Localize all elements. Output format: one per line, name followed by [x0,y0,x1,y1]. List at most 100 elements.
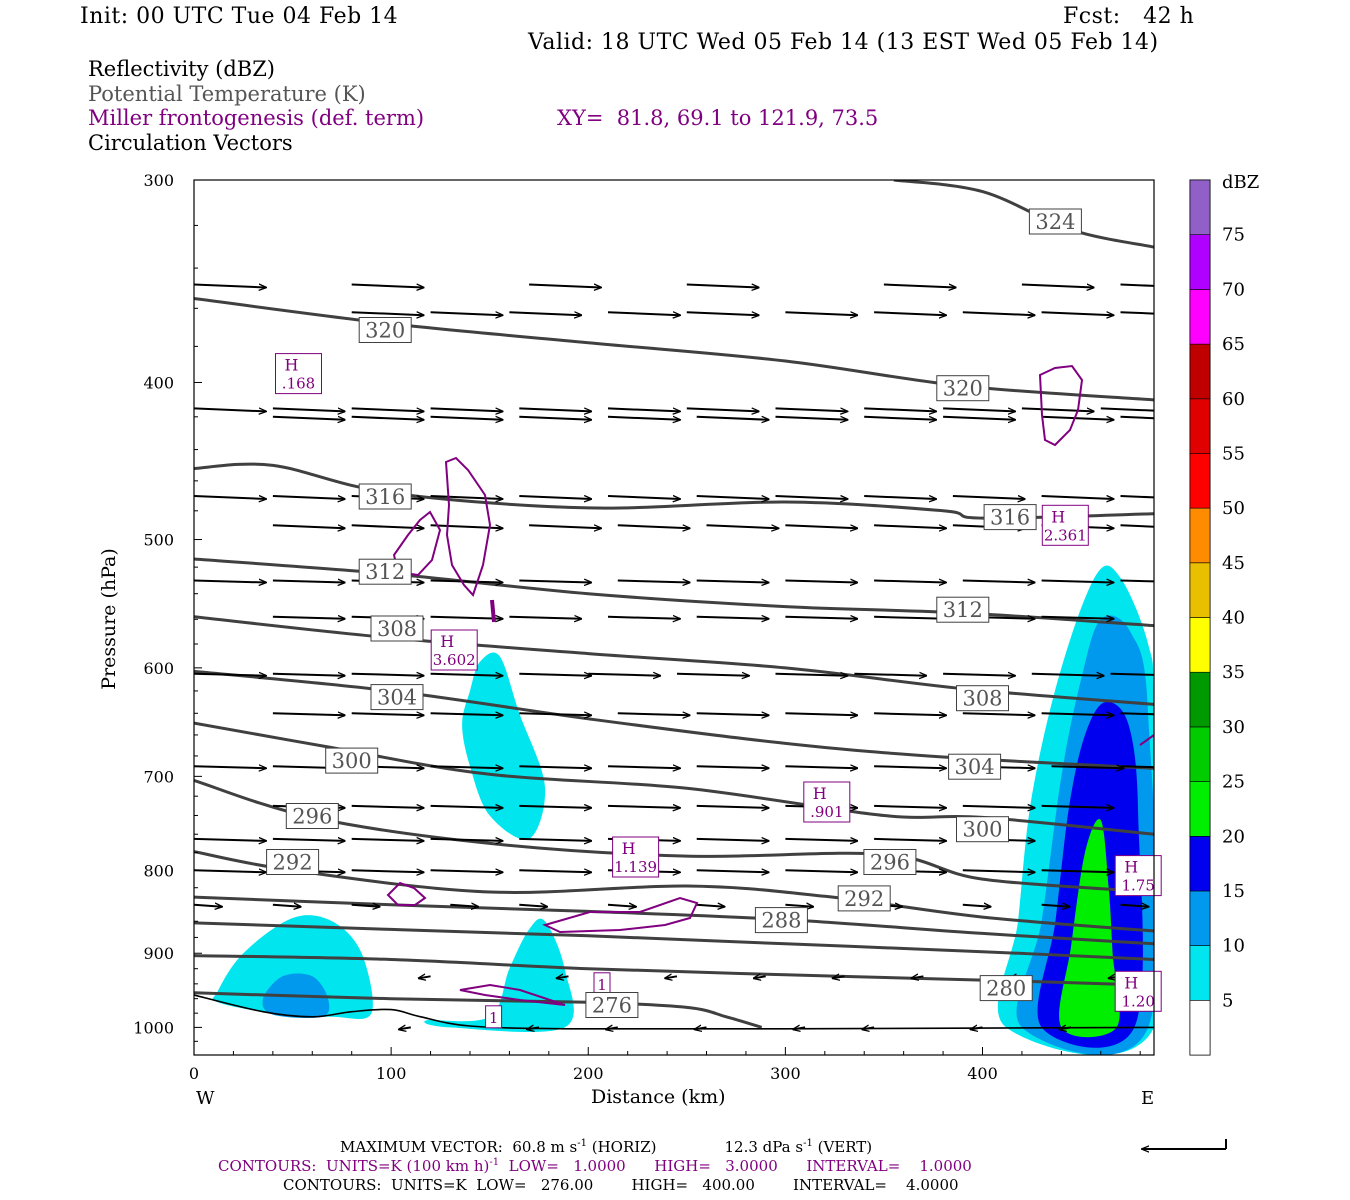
circulation-vector [607,905,636,907]
colorbar-bin-45 [1189,507,1211,564]
reflectivity-region-5dbz [462,652,546,840]
circulation-vector [519,806,591,808]
theta-label: 280 [979,975,1033,1002]
circulation-vector [793,1027,806,1029]
colorbar-bin-10 [1189,890,1211,946]
theta-label-box [285,803,339,829]
circulation-vector [874,766,946,768]
theta-label: 320 [936,375,990,402]
theta-label: 308 [370,615,424,642]
theta-label-box [370,615,424,642]
circulation-vector [943,408,1015,411]
circulation-vector [911,976,924,978]
circulation-vector [785,617,857,619]
circulation-vector [754,976,766,978]
frontogenesis-label-h: H [1124,973,1138,992]
circulation-vector [785,839,857,841]
circulation-vector [962,806,1035,808]
theta-contour-308 [194,615,1154,706]
circulation-vector [785,713,857,715]
circulation-vector [1120,579,1154,583]
frontogenesis-label-value: 3.602 [433,651,476,669]
frontogenesis-contour-note: CONTOURS: UNITS=K (100 km h)-1 LOW= 1.00… [218,1157,972,1175]
colorbar-level-label: 75 [1222,225,1245,246]
circulation-vector [194,674,266,676]
circulation-vector [696,905,725,907]
axes: 0 100 200 300 400 300 400 500 600 700 800 900 1000 [133,171,1141,1083]
circulation-vector [785,905,813,907]
circulation-vector [1041,905,1070,907]
field-circulation-vectors: Circulation Vectors [88,131,293,155]
circulation-vector [351,905,380,907]
circulation-vector [430,581,503,583]
colorbar-bin-55 [1189,398,1211,454]
circulation-vector [883,285,956,288]
circulation-vector [430,806,503,808]
y-tick-label: 600 [143,659,174,678]
circulation-vector [874,806,946,808]
theta-label-box [979,975,1033,1002]
theta-label-box [358,558,412,585]
colorbar-level-label: 55 [1222,443,1245,464]
theta-label: 316 [358,483,412,510]
circulation-vector [962,870,1035,872]
circulation-vector [1041,806,1114,808]
frontogenesis-contour [542,896,699,934]
colorbar-bin-60 [1189,343,1211,400]
colorbar-level-label: 70 [1222,279,1245,300]
theta-label-box [266,849,320,875]
circulation-vector [696,806,769,808]
circulation-vector [527,1027,540,1029]
theta-label-box [754,907,808,934]
forecast-hour: Fcst: 42 h [1063,4,1195,29]
theta-label-text: 292 [273,851,313,875]
theta-label: 324 [1028,208,1082,235]
theta-label-box [956,816,1009,843]
circulation-vector [1021,285,1094,288]
theta-contour-288 [194,895,1154,946]
frontogenesis-label-value: .168 [282,375,315,393]
colorbar-level-label: 40 [1222,608,1245,629]
circulation-vector [351,674,424,676]
circulation-vector [519,839,591,841]
theta-label-text: 288 [761,909,801,933]
circulation-vector [686,312,759,315]
circulation-vector [1120,712,1154,716]
y-tick-label: 700 [143,767,174,786]
circulation-vector [450,905,478,907]
circulation-vector [607,408,680,411]
circulation-vector [509,312,581,315]
terrain-line [194,994,1154,1030]
colorbar-bin-25 [1189,726,1211,782]
circulation-vector [696,496,769,499]
colorbar-bin-35 [1189,617,1211,673]
circulation-vector [607,766,680,768]
circulation-vector [1041,312,1114,315]
theta-label-box [936,596,990,623]
theta-label-text: 316 [990,506,1030,530]
frontogenesis-label: H1.139 [612,836,660,878]
circulation-vector [696,839,769,841]
theta-label-box [948,753,1002,780]
circulation-vector [833,976,845,978]
frontogenesis-label: H2.361 [1041,504,1089,546]
y-tick-label: 500 [143,531,174,550]
circulation-vector [430,839,503,841]
colorbar-level-label: 60 [1222,389,1245,410]
circulation-vector [1110,672,1154,676]
frontogenesis-label-h: H [622,839,636,858]
circulation-vector [272,905,301,907]
circulation-vector [676,674,749,676]
circulation-vector [1031,674,1104,676]
circulation-vector [617,713,690,715]
frontogenesis-label-value: 1 [489,1009,499,1027]
x-tick-label: 200 [573,1064,604,1083]
reflectivity-shading [212,565,1154,1055]
circulation-vector [351,525,424,528]
theta-label-text: 320 [943,377,983,401]
frontogenesis-label-value: 1.20 [1121,992,1154,1010]
frontogenesis-label-box [275,353,322,395]
colorbar-level-label: 35 [1222,662,1245,683]
circulation-vector [706,525,779,528]
